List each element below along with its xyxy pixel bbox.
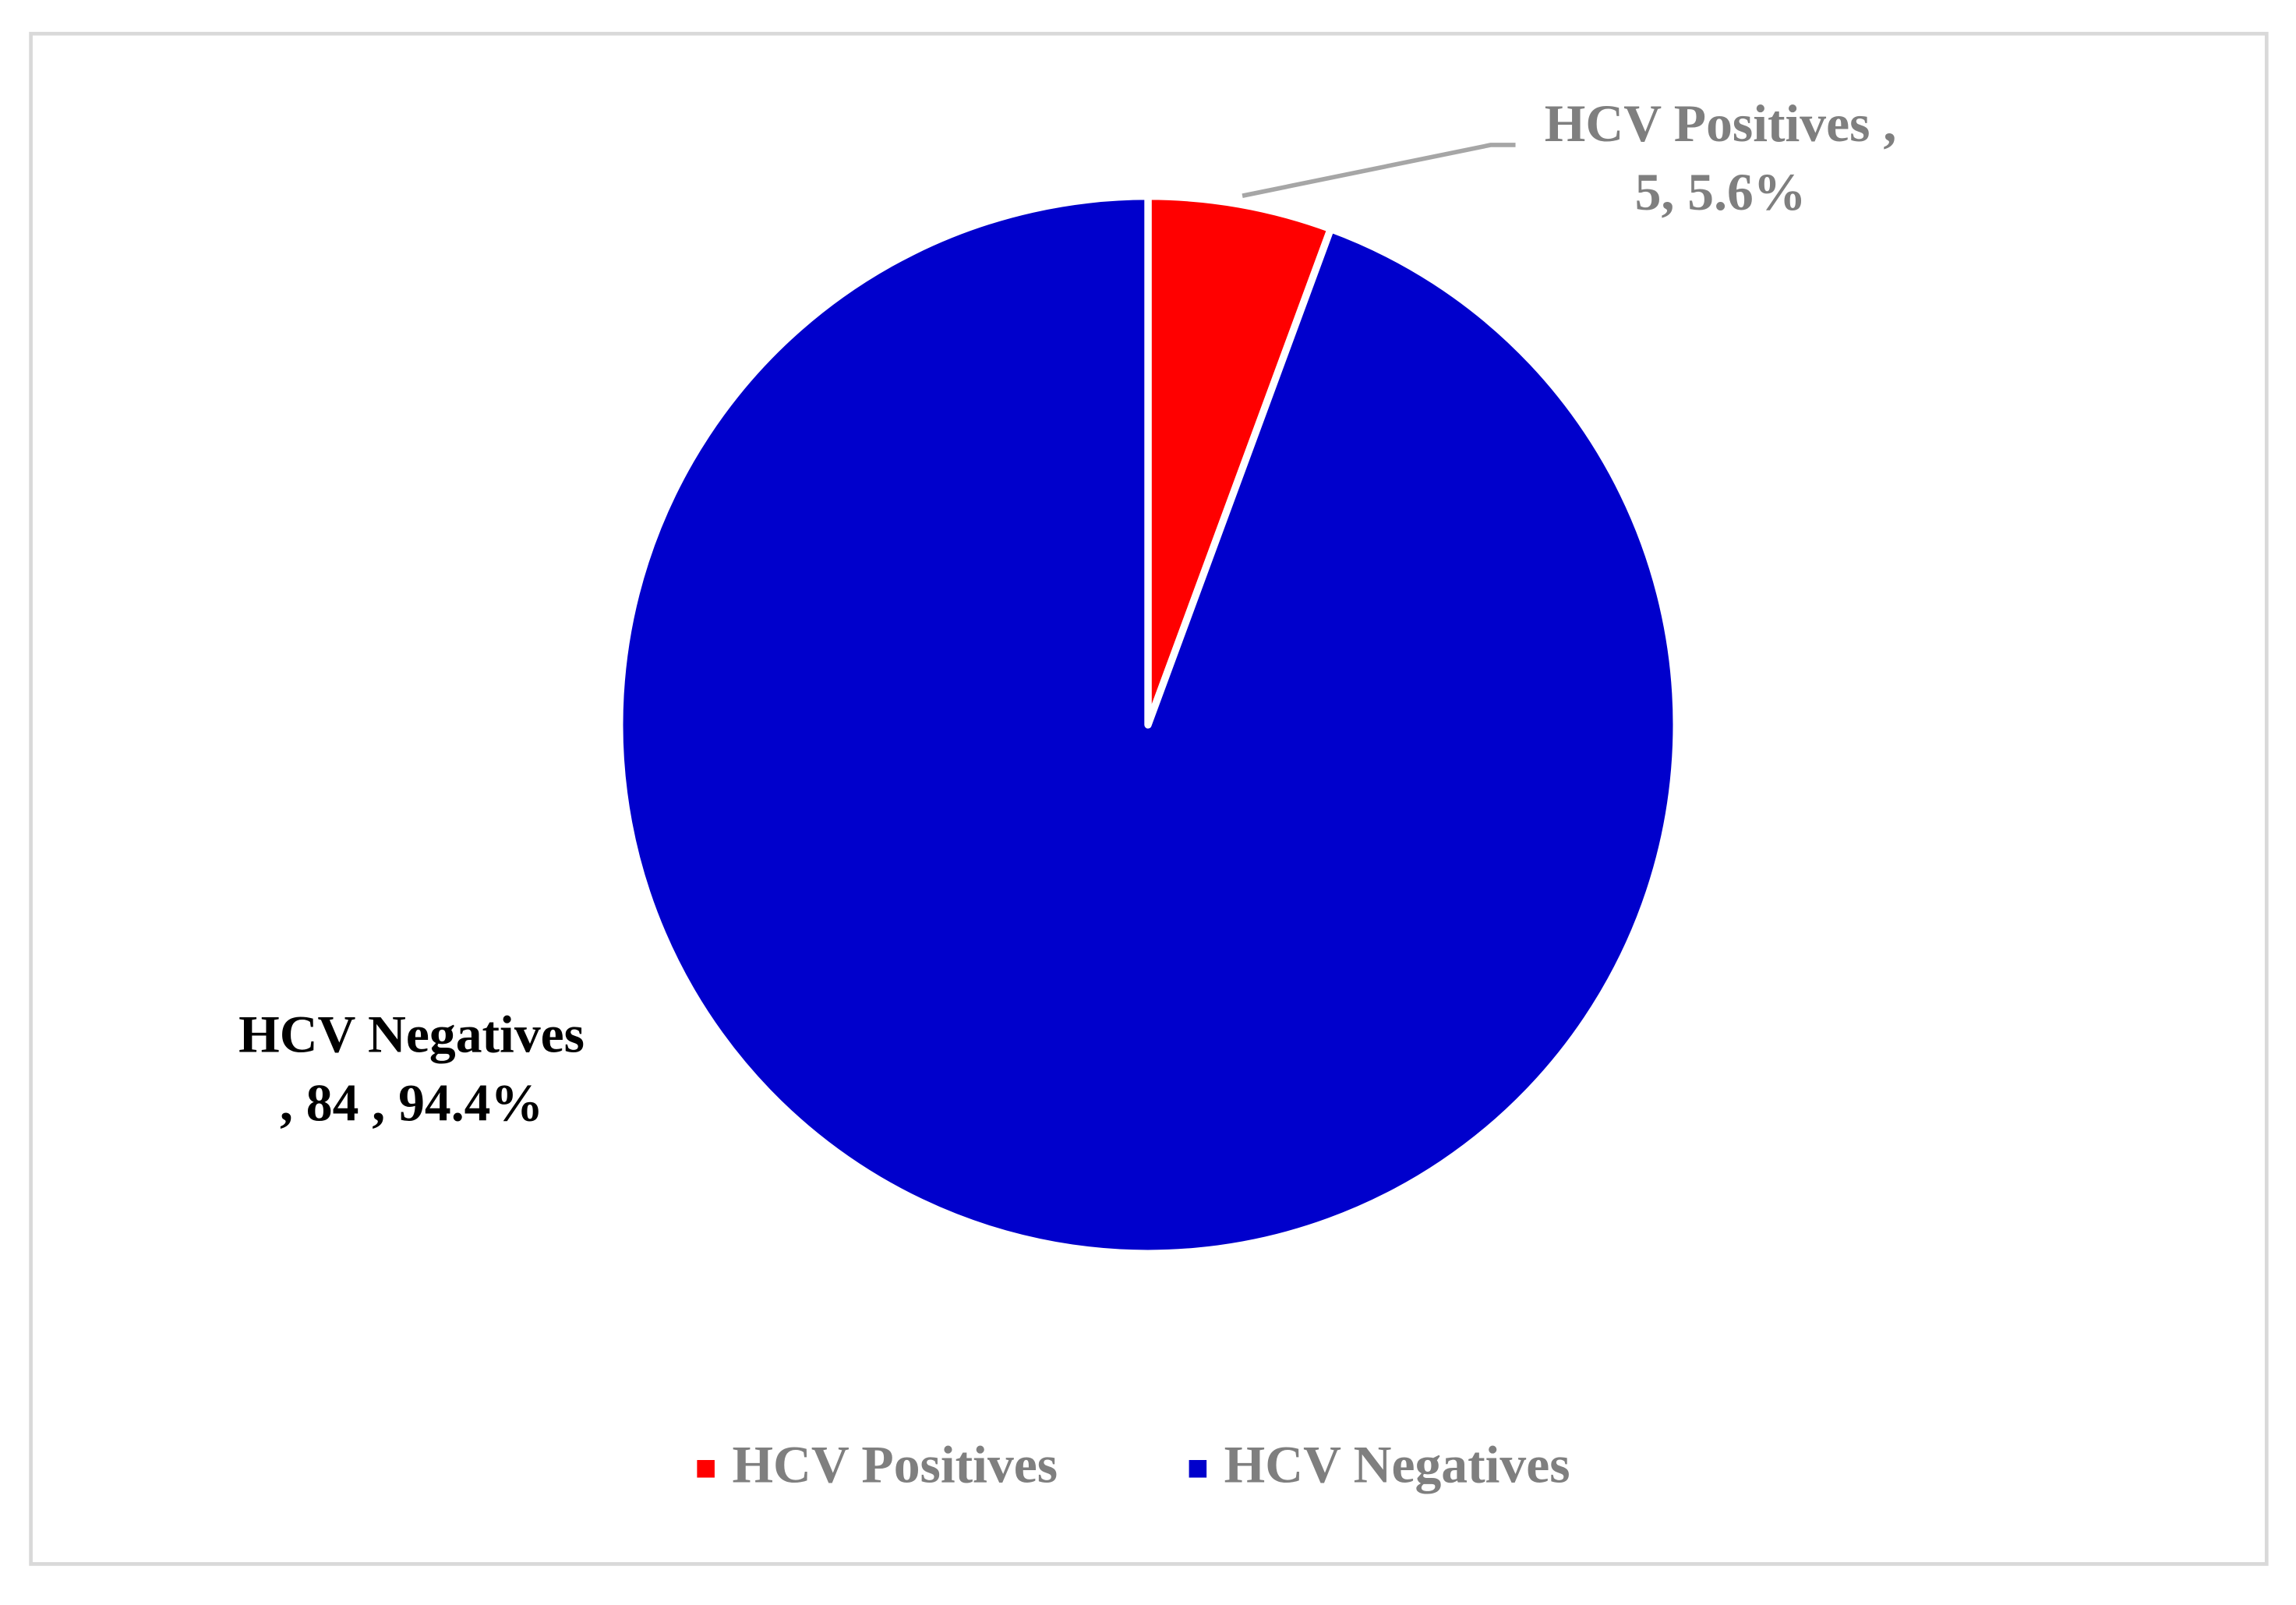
- data-label: HCV Positives ,: [1545, 94, 1896, 153]
- legend-label: HCV Positives: [732, 1436, 1058, 1494]
- legend-label: HCV Negatives: [1224, 1436, 1570, 1494]
- data-label: , 84 , 94.4%: [280, 1074, 543, 1133]
- data-label: 5, 5.6%: [1635, 163, 1807, 221]
- legend-swatch: [1189, 1460, 1207, 1478]
- data-label: HCV Negatives: [238, 1005, 585, 1063]
- leader-line: [1242, 143, 1516, 198]
- pie-slice: [616, 193, 1680, 1257]
- legend-swatch: [697, 1460, 715, 1478]
